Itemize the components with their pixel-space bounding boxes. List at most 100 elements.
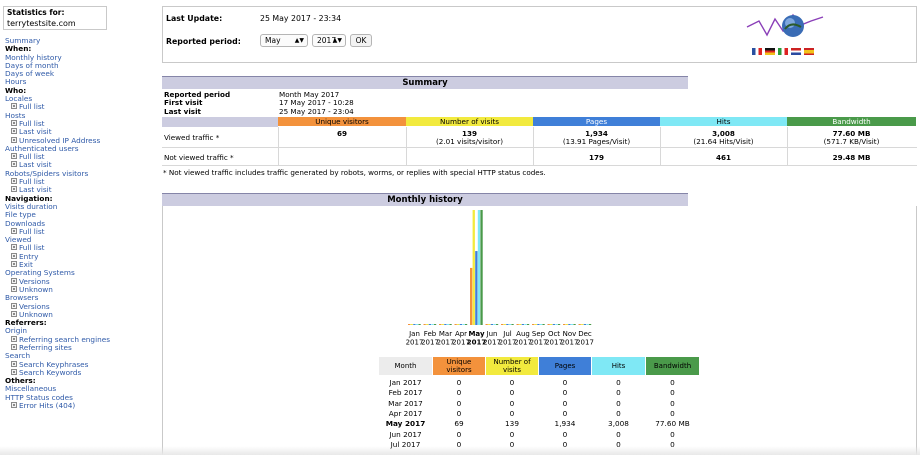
expand-icon bbox=[11, 128, 17, 135]
menu-item-versions[interactable]: Versions bbox=[5, 276, 150, 286]
col-divider bbox=[533, 127, 534, 165]
bar-number-of-visits-6 bbox=[503, 324, 506, 325]
th-hits: Hits bbox=[592, 357, 645, 375]
header-number-of-visits: Number of visits bbox=[406, 117, 533, 126]
awstats-logo-icon bbox=[746, 13, 824, 37]
menu-item-robots-spiders-visitors[interactable]: Robots/Spiders visitors bbox=[5, 169, 150, 178]
th-unique-visitors: Unique visitors bbox=[433, 357, 485, 375]
menu-item-full-list[interactable]: Full list bbox=[5, 227, 150, 236]
flag-nl-icon[interactable] bbox=[791, 48, 801, 55]
menu-item-full-list[interactable]: Full list bbox=[5, 244, 150, 252]
menu-item-origin[interactable]: Origin bbox=[5, 327, 150, 335]
header-panel: Last Update: 25 May 2017 - 23:34 Reporte… bbox=[162, 6, 917, 63]
bar-hits-10 bbox=[570, 324, 574, 325]
menu-item-label: Locales bbox=[5, 94, 33, 104]
menu-item-viewed[interactable]: Viewed bbox=[5, 235, 150, 244]
menu-item-full-list[interactable]: Full list bbox=[5, 119, 150, 128]
menu-item-hours[interactable]: Hours bbox=[5, 78, 150, 86]
menu-item-summary[interactable]: Summary bbox=[5, 36, 150, 45]
menu-item-exit[interactable]: Exit bbox=[5, 260, 150, 269]
menu-item-downloads[interactable]: Downloads bbox=[5, 219, 150, 228]
menu-item-search-keywords[interactable]: Search Keywords bbox=[5, 368, 150, 377]
menu-item-label: Visits duration bbox=[5, 201, 58, 211]
menu-item-full-list[interactable]: Full list bbox=[5, 103, 150, 111]
menu-item-last-visit[interactable]: Last visit bbox=[5, 161, 150, 169]
menu-item-locales[interactable]: Locales bbox=[5, 94, 150, 104]
menu-item-unknown[interactable]: Unknown bbox=[5, 285, 150, 294]
bar-unique-visitors-8 bbox=[532, 324, 535, 325]
bar-bandwidth-7 bbox=[526, 324, 530, 325]
value-cell: 0 bbox=[670, 429, 675, 439]
menu-item-label: Versions bbox=[19, 276, 50, 286]
menu-item-unresolved-ip-address[interactable]: Unresolved IP Address bbox=[5, 136, 150, 145]
menu-item-label: Search bbox=[5, 351, 31, 361]
menu-item-referring-sites[interactable]: Referring sites bbox=[5, 343, 150, 352]
viewed-bandwidth-sub: (571.7 KB/Visit) bbox=[823, 137, 880, 146]
viewed-visits: 139 bbox=[461, 129, 477, 138]
menu-item-referring-search-engines[interactable]: Referring search engines bbox=[5, 335, 150, 344]
bar-pages-0 bbox=[413, 324, 416, 325]
menu-item-miscellaneous[interactable]: Miscellaneous bbox=[5, 385, 150, 393]
x-tick-label: May bbox=[468, 330, 484, 338]
value-cell: 0 bbox=[562, 398, 568, 408]
not-viewed-pages: 179 bbox=[588, 153, 604, 162]
flag-de-icon[interactable] bbox=[765, 48, 775, 55]
viewed-hits: 3,008 bbox=[712, 129, 735, 138]
bar-unique-visitors-6 bbox=[501, 324, 504, 325]
bar-pages-3 bbox=[459, 324, 462, 325]
menu-item-entry[interactable]: Entry bbox=[5, 252, 150, 261]
menu-item-visits-duration[interactable]: Visits duration bbox=[5, 201, 150, 211]
month-cell: Feb 2017 bbox=[388, 388, 423, 398]
value-cell: 0 bbox=[562, 378, 568, 387]
value-cell: 0 bbox=[670, 408, 675, 418]
menu-item-http-status-codes[interactable]: HTTP Status codes bbox=[5, 393, 150, 402]
bar-pages-11 bbox=[583, 324, 586, 325]
menu-item-days-of-month[interactable]: Days of month bbox=[5, 61, 150, 70]
last-visit-value: 25 May 2017 - 23:04 bbox=[279, 107, 354, 116]
menu-item-days-of-week[interactable]: Days of week bbox=[5, 70, 150, 78]
viewed-hits-sub: (21.64 Hits/Visit) bbox=[693, 137, 754, 146]
value-cell: 0 bbox=[670, 378, 675, 387]
menu-item-search-keyphrases[interactable]: Search Keyphrases bbox=[5, 360, 150, 369]
x-tick-label: 2017 bbox=[561, 339, 579, 347]
summary-title: Summary bbox=[162, 76, 688, 89]
expand-icon bbox=[11, 227, 17, 234]
col-divider bbox=[660, 127, 661, 165]
menu-item-unknown[interactable]: Unknown bbox=[5, 310, 150, 319]
flag-es-icon[interactable] bbox=[804, 48, 814, 55]
menu-item-hosts[interactable]: Hosts bbox=[5, 111, 150, 120]
menu-item-error-hits-404[interactable]: Error Hits (404) bbox=[5, 401, 150, 410]
value-cell: 0 bbox=[616, 439, 621, 449]
flag-it-icon[interactable] bbox=[778, 48, 788, 55]
menu-item-operating-systems[interactable]: Operating Systems bbox=[5, 269, 150, 277]
menu-item-search[interactable]: Search bbox=[5, 352, 150, 360]
flag-fr-icon[interactable] bbox=[752, 48, 762, 55]
header-pages: Pages bbox=[533, 117, 660, 126]
month-select[interactable]: May ▲▼ bbox=[260, 34, 308, 47]
x-tick-label: 2017 bbox=[483, 339, 501, 347]
menu-item-full-list[interactable]: Full list bbox=[5, 153, 150, 161]
ok-button[interactable]: OK bbox=[350, 34, 372, 47]
menu-item-authenticated-users[interactable]: Authenticated users bbox=[5, 143, 150, 153]
menu-item-last-visit[interactable]: Last visit bbox=[5, 128, 150, 136]
bar-hits-0 bbox=[415, 324, 419, 325]
bar-bandwidth-11 bbox=[588, 324, 592, 325]
header-hits: Hits bbox=[660, 117, 787, 126]
menu-item-versions[interactable]: Versions bbox=[5, 302, 150, 311]
bar-hits-9 bbox=[555, 324, 558, 325]
menu-item-last-visit[interactable]: Last visit bbox=[5, 186, 150, 194]
bar-number-of-visits-11 bbox=[581, 324, 584, 325]
expand-icon bbox=[11, 136, 17, 143]
not-viewed-traffic-label: Not viewed traffic * bbox=[164, 153, 234, 162]
bar-unique-visitors-9 bbox=[547, 324, 550, 325]
menu-item-label: Authenticated users bbox=[5, 143, 79, 153]
bar-hits-4 bbox=[477, 210, 481, 325]
bar-bandwidth-6 bbox=[511, 324, 514, 325]
menu-item-file-type[interactable]: File type bbox=[5, 211, 150, 219]
menu-item-monthly-history[interactable]: Monthly history bbox=[5, 53, 150, 62]
year-select[interactable]: 2017 ▲▼ bbox=[312, 34, 346, 47]
bar-bandwidth-3 bbox=[464, 324, 468, 325]
menu-item-browsers[interactable]: Browsers bbox=[5, 294, 150, 302]
menu-item-full-list[interactable]: Full list bbox=[5, 177, 150, 186]
menu-item-label: Full list bbox=[19, 243, 45, 253]
